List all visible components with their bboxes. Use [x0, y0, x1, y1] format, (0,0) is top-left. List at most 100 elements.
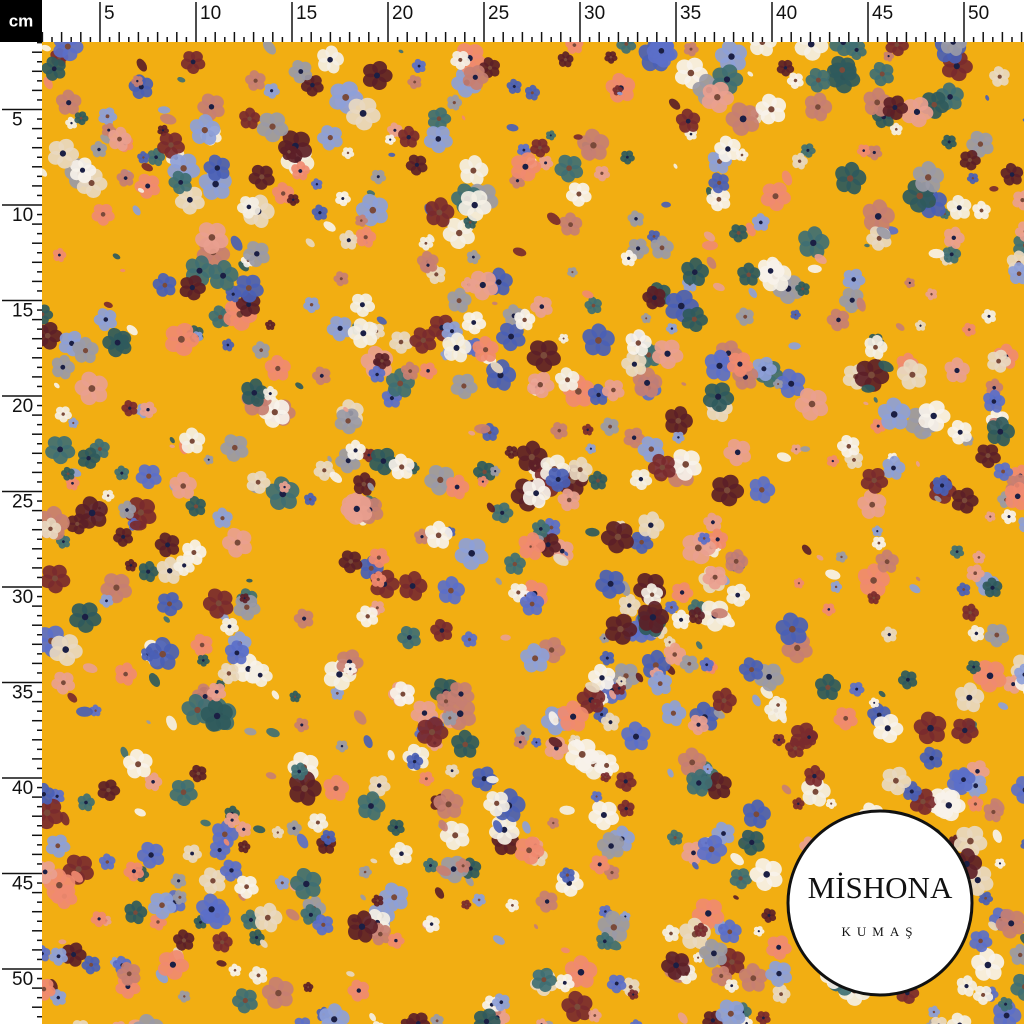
petal	[520, 152, 536, 166]
petal	[543, 155, 552, 163]
flower	[781, 784, 792, 795]
petal	[752, 694, 761, 707]
flower-center	[276, 831, 279, 834]
flower	[42, 321, 63, 350]
flower-center	[783, 66, 788, 70]
flower-center	[522, 163, 529, 170]
flower-center	[368, 565, 374, 571]
flower-center	[694, 544, 702, 552]
flower-center	[987, 314, 991, 318]
petal	[781, 784, 792, 795]
flower	[866, 145, 883, 161]
flower-center	[600, 812, 607, 818]
flower	[42, 944, 51, 962]
petal	[455, 98, 463, 107]
flower-center	[906, 677, 910, 682]
petal	[271, 690, 280, 700]
petal	[274, 399, 290, 415]
petal	[671, 590, 683, 601]
flower-center	[947, 94, 953, 100]
flower	[42, 564, 71, 594]
flower-center	[55, 843, 61, 849]
flower	[45, 834, 71, 858]
flower	[271, 826, 285, 839]
petal	[985, 95, 990, 101]
petal	[52, 564, 67, 579]
flower-center	[723, 76, 731, 83]
petal	[790, 313, 796, 319]
flower	[538, 155, 554, 171]
petal	[161, 124, 168, 131]
flower	[790, 309, 801, 320]
flower	[439, 820, 470, 851]
petal	[686, 57, 703, 73]
flower-center	[52, 575, 58, 582]
flower-center	[434, 272, 439, 277]
flower	[788, 342, 801, 350]
flower-center	[868, 371, 875, 379]
flower-center	[955, 550, 959, 554]
petal	[360, 894, 366, 901]
petal	[54, 834, 67, 846]
petal	[468, 430, 476, 436]
petal	[43, 321, 58, 335]
flower	[42, 168, 48, 177]
flower	[468, 430, 476, 436]
petal	[931, 749, 943, 761]
flower-center	[544, 161, 548, 165]
petal	[533, 582, 548, 596]
flower	[949, 545, 965, 559]
petal	[757, 926, 763, 931]
flower-center	[757, 930, 760, 933]
flower-center	[456, 229, 463, 237]
flower-center	[1022, 983, 1024, 990]
petal	[581, 462, 593, 476]
petal	[950, 87, 964, 101]
flower-center	[271, 409, 278, 416]
flower	[753, 926, 765, 937]
flower-center	[275, 989, 282, 997]
flower-center	[599, 712, 604, 717]
petal	[843, 707, 856, 719]
petal	[601, 801, 617, 816]
flower	[664, 600, 679, 615]
flower-center	[652, 662, 659, 669]
flower-center	[717, 158, 722, 164]
petal	[988, 310, 996, 318]
flower-center	[843, 715, 849, 721]
flower-center	[420, 535, 424, 539]
petal	[278, 828, 285, 835]
petal	[547, 637, 561, 650]
flower	[166, 715, 177, 731]
petal	[117, 1021, 125, 1024]
flower	[261, 976, 294, 1009]
flower	[360, 894, 366, 901]
flower	[588, 801, 620, 831]
flower	[752, 694, 761, 707]
flower	[265, 772, 277, 780]
petal	[1013, 654, 1024, 669]
petal	[278, 980, 294, 997]
flower	[833, 707, 858, 731]
flower-center	[679, 590, 685, 595]
flower-center	[138, 84, 144, 90]
flower	[447, 94, 463, 111]
petal	[166, 715, 177, 731]
flower	[897, 670, 918, 690]
flower	[77, 793, 95, 812]
flower	[258, 396, 290, 428]
petal	[678, 582, 690, 592]
flower	[42, 44, 51, 52]
petal	[42, 44, 51, 52]
flower-center	[84, 800, 88, 805]
petal	[872, 145, 881, 153]
flower-center	[687, 69, 695, 77]
petal	[1017, 464, 1024, 476]
petal	[956, 545, 963, 552]
petal	[223, 511, 233, 522]
flower	[112, 1021, 125, 1024]
flower	[985, 95, 990, 101]
petal	[265, 772, 277, 780]
